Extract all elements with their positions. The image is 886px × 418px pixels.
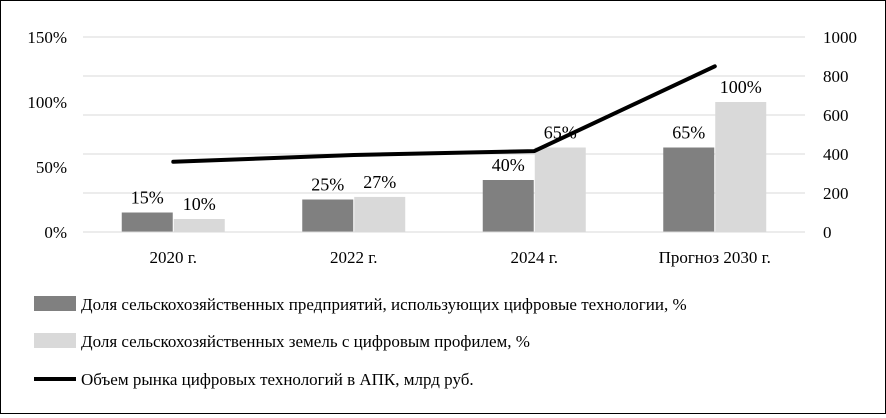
legend-label: Доля сельскохозяйственных земель с цифро…: [81, 332, 530, 351]
y-left-tick-label: 100%: [27, 93, 67, 112]
bar: [173, 219, 225, 232]
bar-data-label: 25%: [311, 175, 344, 195]
bar-data-label: 10%: [183, 194, 216, 214]
market-volume-line: [171, 64, 717, 164]
bar-data-label: 40%: [492, 155, 525, 175]
bar-data-label: 15%: [131, 188, 164, 208]
x-category-label: 2022 г.: [330, 248, 378, 267]
bar-data-label: 27%: [363, 172, 396, 192]
y-right-tick-label: 400: [823, 145, 849, 164]
bar: [534, 147, 586, 232]
data-labels: 15% 25% 40% 65% 10% 27% 65% 100%: [131, 77, 762, 214]
bar: [121, 212, 173, 232]
bar: [354, 196, 406, 232]
x-category-label: Прогноз 2030 г.: [659, 248, 771, 267]
y-left-tick-label: 0%: [44, 223, 67, 242]
bar: [302, 199, 354, 232]
bar-data-label: 100%: [720, 77, 762, 97]
legend-swatch: [34, 296, 76, 311]
bar: [482, 180, 534, 232]
legend-label: Доля сельскохозяйственных предприятий, и…: [81, 295, 687, 314]
bar: [663, 147, 715, 232]
x-category-label: 2020 г.: [149, 248, 197, 267]
legend-label: Объем рынка цифровых технологий в АПК, м…: [81, 370, 474, 389]
y-right-tick-label: 600: [823, 106, 849, 125]
bar-data-label: 65%: [544, 123, 577, 143]
bar: [715, 102, 767, 232]
y-right-tick-label: 800: [823, 67, 849, 86]
x-category-label: 2024 г.: [510, 248, 558, 267]
y-right-tick-label: 200: [823, 184, 849, 203]
line-series: [171, 64, 717, 164]
axes: 0% 50% 100% 150% 0 200 400 600 800 1000 2020 г. 202…: [27, 28, 857, 267]
legend-swatch: [34, 333, 76, 348]
y-left-tick-label: 50%: [36, 158, 67, 177]
bar-data-label: 65%: [672, 123, 705, 143]
bars: [121, 102, 767, 232]
legend: Доля сельскохозяйственных предприятий, и…: [34, 295, 687, 389]
y-right-tick-label: 0: [823, 223, 832, 242]
y-left-tick-label: 150%: [27, 28, 67, 47]
y-right-tick-label: 1000: [823, 28, 857, 47]
